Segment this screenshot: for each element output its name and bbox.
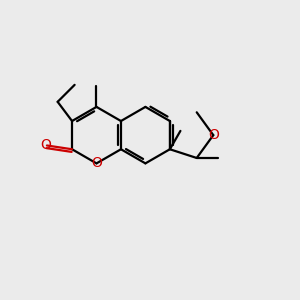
Text: O: O — [40, 139, 51, 152]
Text: O: O — [91, 156, 102, 170]
Text: O: O — [208, 128, 219, 142]
